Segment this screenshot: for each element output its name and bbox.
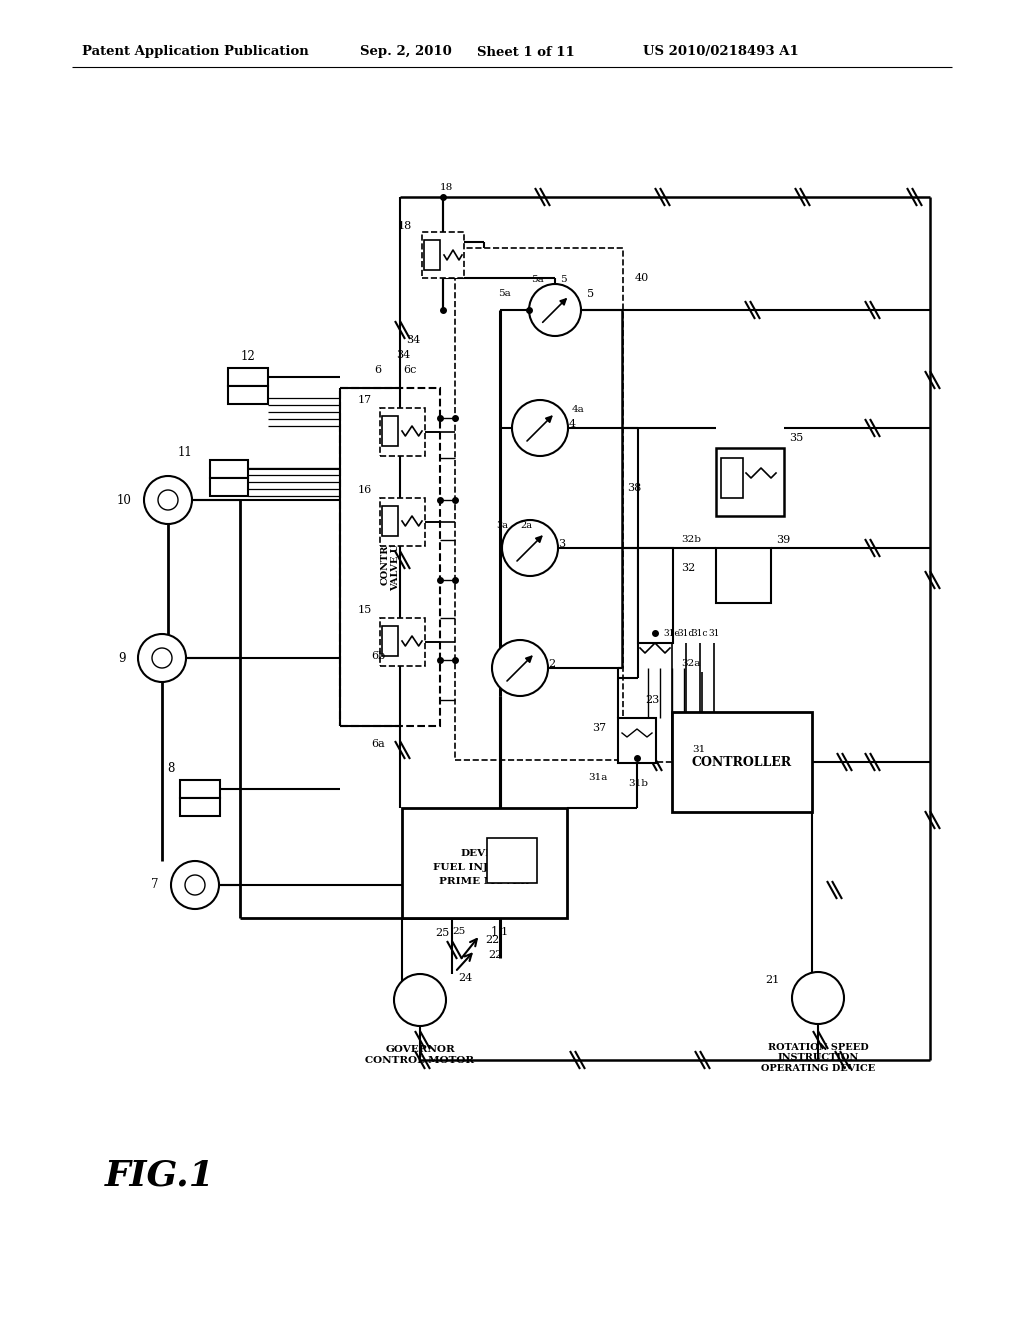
Bar xyxy=(210,459,248,478)
Text: 32b: 32b xyxy=(681,536,701,544)
Text: 9: 9 xyxy=(119,652,126,664)
Bar xyxy=(380,618,425,667)
Text: 5a: 5a xyxy=(499,289,511,298)
Text: FUEL INJECTION: FUEL INJECTION xyxy=(433,862,536,871)
Bar xyxy=(455,248,623,760)
Text: 21: 21 xyxy=(766,975,780,985)
Text: Sheet 1 of 11: Sheet 1 of 11 xyxy=(477,45,574,58)
Circle shape xyxy=(792,972,844,1024)
Text: 31a: 31a xyxy=(589,774,608,783)
Text: 35: 35 xyxy=(790,433,803,444)
Bar xyxy=(487,838,537,883)
Bar xyxy=(638,548,673,643)
Text: DEVICE: DEVICE xyxy=(461,849,507,858)
Bar xyxy=(228,385,268,404)
Circle shape xyxy=(144,477,193,524)
Text: CONTROL
VALVE UNIT: CONTROL VALVE UNIT xyxy=(380,523,399,591)
Circle shape xyxy=(171,861,219,909)
Bar xyxy=(716,548,771,603)
Text: GOVERNOR
CONTROL MOTOR: GOVERNOR CONTROL MOTOR xyxy=(366,1045,474,1065)
Bar xyxy=(618,718,656,763)
Bar xyxy=(380,408,425,455)
Bar xyxy=(382,506,398,536)
Text: 22: 22 xyxy=(485,935,499,945)
Text: 23: 23 xyxy=(646,696,660,705)
Text: 5a: 5a xyxy=(530,276,544,285)
Text: 4a: 4a xyxy=(572,405,585,414)
Text: 7: 7 xyxy=(152,879,159,891)
Bar xyxy=(716,447,784,516)
Text: 31b: 31b xyxy=(628,779,648,788)
Bar xyxy=(382,416,398,446)
Text: 31: 31 xyxy=(709,628,720,638)
Text: 3a: 3a xyxy=(496,521,508,531)
Circle shape xyxy=(394,974,446,1026)
Text: 10: 10 xyxy=(117,494,132,507)
Text: 6: 6 xyxy=(375,366,382,375)
Bar xyxy=(228,368,268,385)
Text: 32a: 32a xyxy=(681,659,700,668)
Circle shape xyxy=(502,520,558,576)
Text: 6a: 6a xyxy=(371,739,385,748)
Text: 17: 17 xyxy=(357,395,372,405)
Text: 31d: 31d xyxy=(678,628,694,638)
Bar xyxy=(721,458,743,498)
Bar xyxy=(180,799,220,816)
Circle shape xyxy=(152,648,172,668)
Text: 37: 37 xyxy=(592,723,606,733)
Text: PRIME MOVER: PRIME MOVER xyxy=(439,876,529,886)
Text: 3: 3 xyxy=(558,539,565,549)
Bar xyxy=(382,626,398,656)
Text: 12: 12 xyxy=(241,350,255,363)
Text: 1: 1 xyxy=(501,927,508,937)
Text: FIG.1: FIG.1 xyxy=(105,1158,215,1192)
Text: 25: 25 xyxy=(453,928,466,936)
Text: 32: 32 xyxy=(681,564,695,573)
Bar xyxy=(180,780,220,799)
Text: 31c: 31c xyxy=(692,628,709,638)
Circle shape xyxy=(512,400,568,455)
Text: 6c: 6c xyxy=(403,366,417,375)
Text: 18: 18 xyxy=(439,182,453,191)
Text: 16: 16 xyxy=(357,484,372,495)
Text: ROTATION SPEED
INSTRUCTION
OPERATING DEVICE: ROTATION SPEED INSTRUCTION OPERATING DEV… xyxy=(761,1043,876,1073)
Text: CONTROLLER: CONTROLLER xyxy=(692,755,792,768)
Text: 6b: 6b xyxy=(371,651,385,661)
Text: 22: 22 xyxy=(487,950,502,960)
Circle shape xyxy=(158,490,178,510)
Bar xyxy=(380,498,425,546)
Text: 38: 38 xyxy=(627,483,641,492)
Circle shape xyxy=(529,284,581,337)
Circle shape xyxy=(138,634,186,682)
Text: 1: 1 xyxy=(490,927,498,940)
Text: 31: 31 xyxy=(692,746,706,755)
Bar xyxy=(422,232,464,279)
Text: Patent Application Publication: Patent Application Publication xyxy=(82,45,309,58)
Text: US 2010/0218493 A1: US 2010/0218493 A1 xyxy=(643,45,799,58)
Bar xyxy=(672,711,812,812)
Text: 5: 5 xyxy=(560,276,566,285)
Circle shape xyxy=(492,640,548,696)
Text: 18: 18 xyxy=(397,220,412,231)
Text: 39: 39 xyxy=(776,535,791,545)
Text: 2a: 2a xyxy=(520,521,532,531)
Text: 34: 34 xyxy=(406,335,420,345)
Bar xyxy=(340,388,440,726)
Text: 4: 4 xyxy=(568,418,575,429)
Text: 11: 11 xyxy=(177,446,193,458)
Bar xyxy=(424,240,440,271)
Text: 5: 5 xyxy=(587,289,594,300)
Circle shape xyxy=(185,875,205,895)
Text: 25: 25 xyxy=(435,928,450,939)
Text: 8: 8 xyxy=(168,762,175,775)
Text: 31e: 31e xyxy=(664,628,680,638)
Text: 34: 34 xyxy=(395,350,410,360)
Text: Sep. 2, 2010: Sep. 2, 2010 xyxy=(360,45,452,58)
Text: 15: 15 xyxy=(357,605,372,615)
Bar xyxy=(402,808,567,917)
Text: 24: 24 xyxy=(458,973,472,983)
Text: 40: 40 xyxy=(635,273,649,282)
Text: 2: 2 xyxy=(549,659,556,669)
Bar xyxy=(210,478,248,496)
